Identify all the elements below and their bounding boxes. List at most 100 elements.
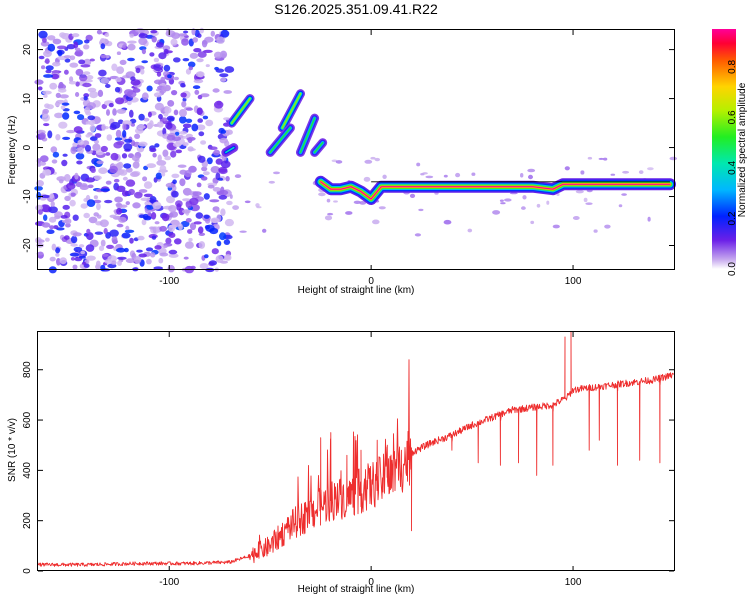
noise-speckle	[151, 36, 157, 43]
noise-speckle	[64, 58, 71, 63]
noise-speckle	[140, 68, 145, 75]
noise-speckle	[353, 200, 361, 204]
noise-speckle	[193, 48, 202, 53]
noise-speckle	[105, 84, 111, 88]
noise-speckle	[55, 247, 61, 254]
noise-speckle	[93, 212, 99, 217]
noise-speckle	[49, 193, 55, 200]
noise-speckle	[36, 251, 44, 256]
noise-speckle	[37, 239, 45, 243]
noise-speckle	[159, 225, 168, 232]
noise-speckle	[72, 264, 78, 270]
noise-speckle	[530, 220, 535, 225]
noise-speckle	[89, 124, 96, 132]
noise-speckle	[55, 252, 60, 257]
noise-speckle	[127, 40, 137, 44]
noise-speckle	[363, 176, 371, 182]
noise-speckle	[72, 214, 79, 221]
noise-speckle	[158, 257, 164, 264]
noise-speckle	[114, 137, 123, 141]
noise-speckle	[141, 219, 147, 226]
spectral-feature	[281, 92, 302, 129]
noise-speckle	[219, 73, 229, 78]
noise-speckle	[89, 136, 98, 141]
noise-speckle	[185, 68, 192, 75]
noise-speckle	[168, 205, 177, 213]
noise-speckle	[82, 82, 92, 88]
noise-speckle	[99, 219, 109, 228]
noise-speckle	[115, 77, 122, 82]
snr-y-label: SNR (10 * v/v)	[7, 418, 18, 482]
noise-speckle	[196, 182, 202, 188]
noise-speckle	[201, 166, 208, 172]
noise-speckle	[527, 168, 536, 173]
y-tick-label: 600	[22, 411, 33, 428]
noise-speckle	[116, 140, 125, 146]
carrier-ridge	[320, 181, 671, 200]
noise-speckle	[153, 92, 162, 98]
noise-speckle	[73, 126, 83, 134]
noise-speckle	[211, 248, 219, 255]
noise-speckle	[94, 139, 99, 144]
noise-speckle	[83, 44, 90, 50]
noise-speckle	[179, 116, 187, 124]
noise-speckle	[124, 247, 129, 253]
noise-speckle	[164, 106, 172, 114]
noise-speckle	[61, 102, 70, 106]
noise-speckle	[100, 54, 107, 59]
noise-speckle	[66, 129, 76, 134]
noise-speckle	[200, 176, 208, 181]
noise-speckle	[62, 153, 68, 157]
y-tick-label: 20	[22, 44, 33, 56]
noise-speckle	[223, 90, 232, 94]
noise-speckle	[40, 204, 51, 213]
noise-speckle	[124, 229, 135, 233]
y-tick-label: 0	[22, 568, 33, 574]
noise-speckle	[69, 62, 79, 68]
noise-speckle	[131, 140, 136, 147]
noise-speckle	[56, 45, 67, 50]
noise-speckle	[42, 37, 47, 43]
noise-speckle	[618, 204, 623, 208]
noise-speckle	[87, 184, 94, 189]
noise-speckle	[622, 170, 630, 174]
noise-speckle	[224, 218, 234, 227]
noise-speckle	[42, 90, 52, 95]
noise-speckle	[575, 189, 584, 194]
noise-speckle	[141, 92, 149, 100]
noise-speckle	[139, 147, 144, 152]
noise-speckle	[125, 201, 130, 206]
noise-speckle	[57, 50, 63, 57]
snr-frame	[37, 331, 675, 571]
noise-speckle	[100, 38, 106, 43]
noise-speckle	[154, 245, 162, 250]
noise-speckle	[146, 163, 157, 169]
noise-speckle	[109, 229, 119, 238]
noise-speckle	[85, 121, 91, 125]
noise-speckle	[52, 151, 60, 158]
noise-speckle	[318, 192, 326, 197]
noise-speckle	[234, 174, 242, 179]
noise-speckle	[324, 215, 333, 221]
colorbar-tick-label: 0.0	[727, 262, 738, 276]
noise-speckle	[123, 143, 133, 151]
noise-speckle	[105, 180, 112, 185]
noise-speckle	[422, 172, 428, 175]
noise-speckle	[52, 38, 62, 45]
noise-speckle	[128, 188, 135, 196]
noise-speckle	[193, 79, 204, 84]
noise-speckle	[55, 92, 61, 98]
noise-speckle	[98, 167, 108, 174]
noise-speckle	[138, 113, 145, 121]
noise-speckle	[215, 255, 224, 263]
noise-speckle	[40, 194, 51, 199]
noise-speckle	[101, 123, 106, 131]
noise-speckle	[171, 190, 179, 198]
noise-speckle	[196, 58, 204, 63]
noise-speckle	[443, 174, 448, 178]
noise-speckle	[528, 174, 533, 180]
noise-speckle	[50, 201, 55, 207]
noise-speckle	[69, 199, 76, 207]
noise-speckle	[187, 229, 193, 234]
y-tick-label: -10	[22, 189, 33, 204]
